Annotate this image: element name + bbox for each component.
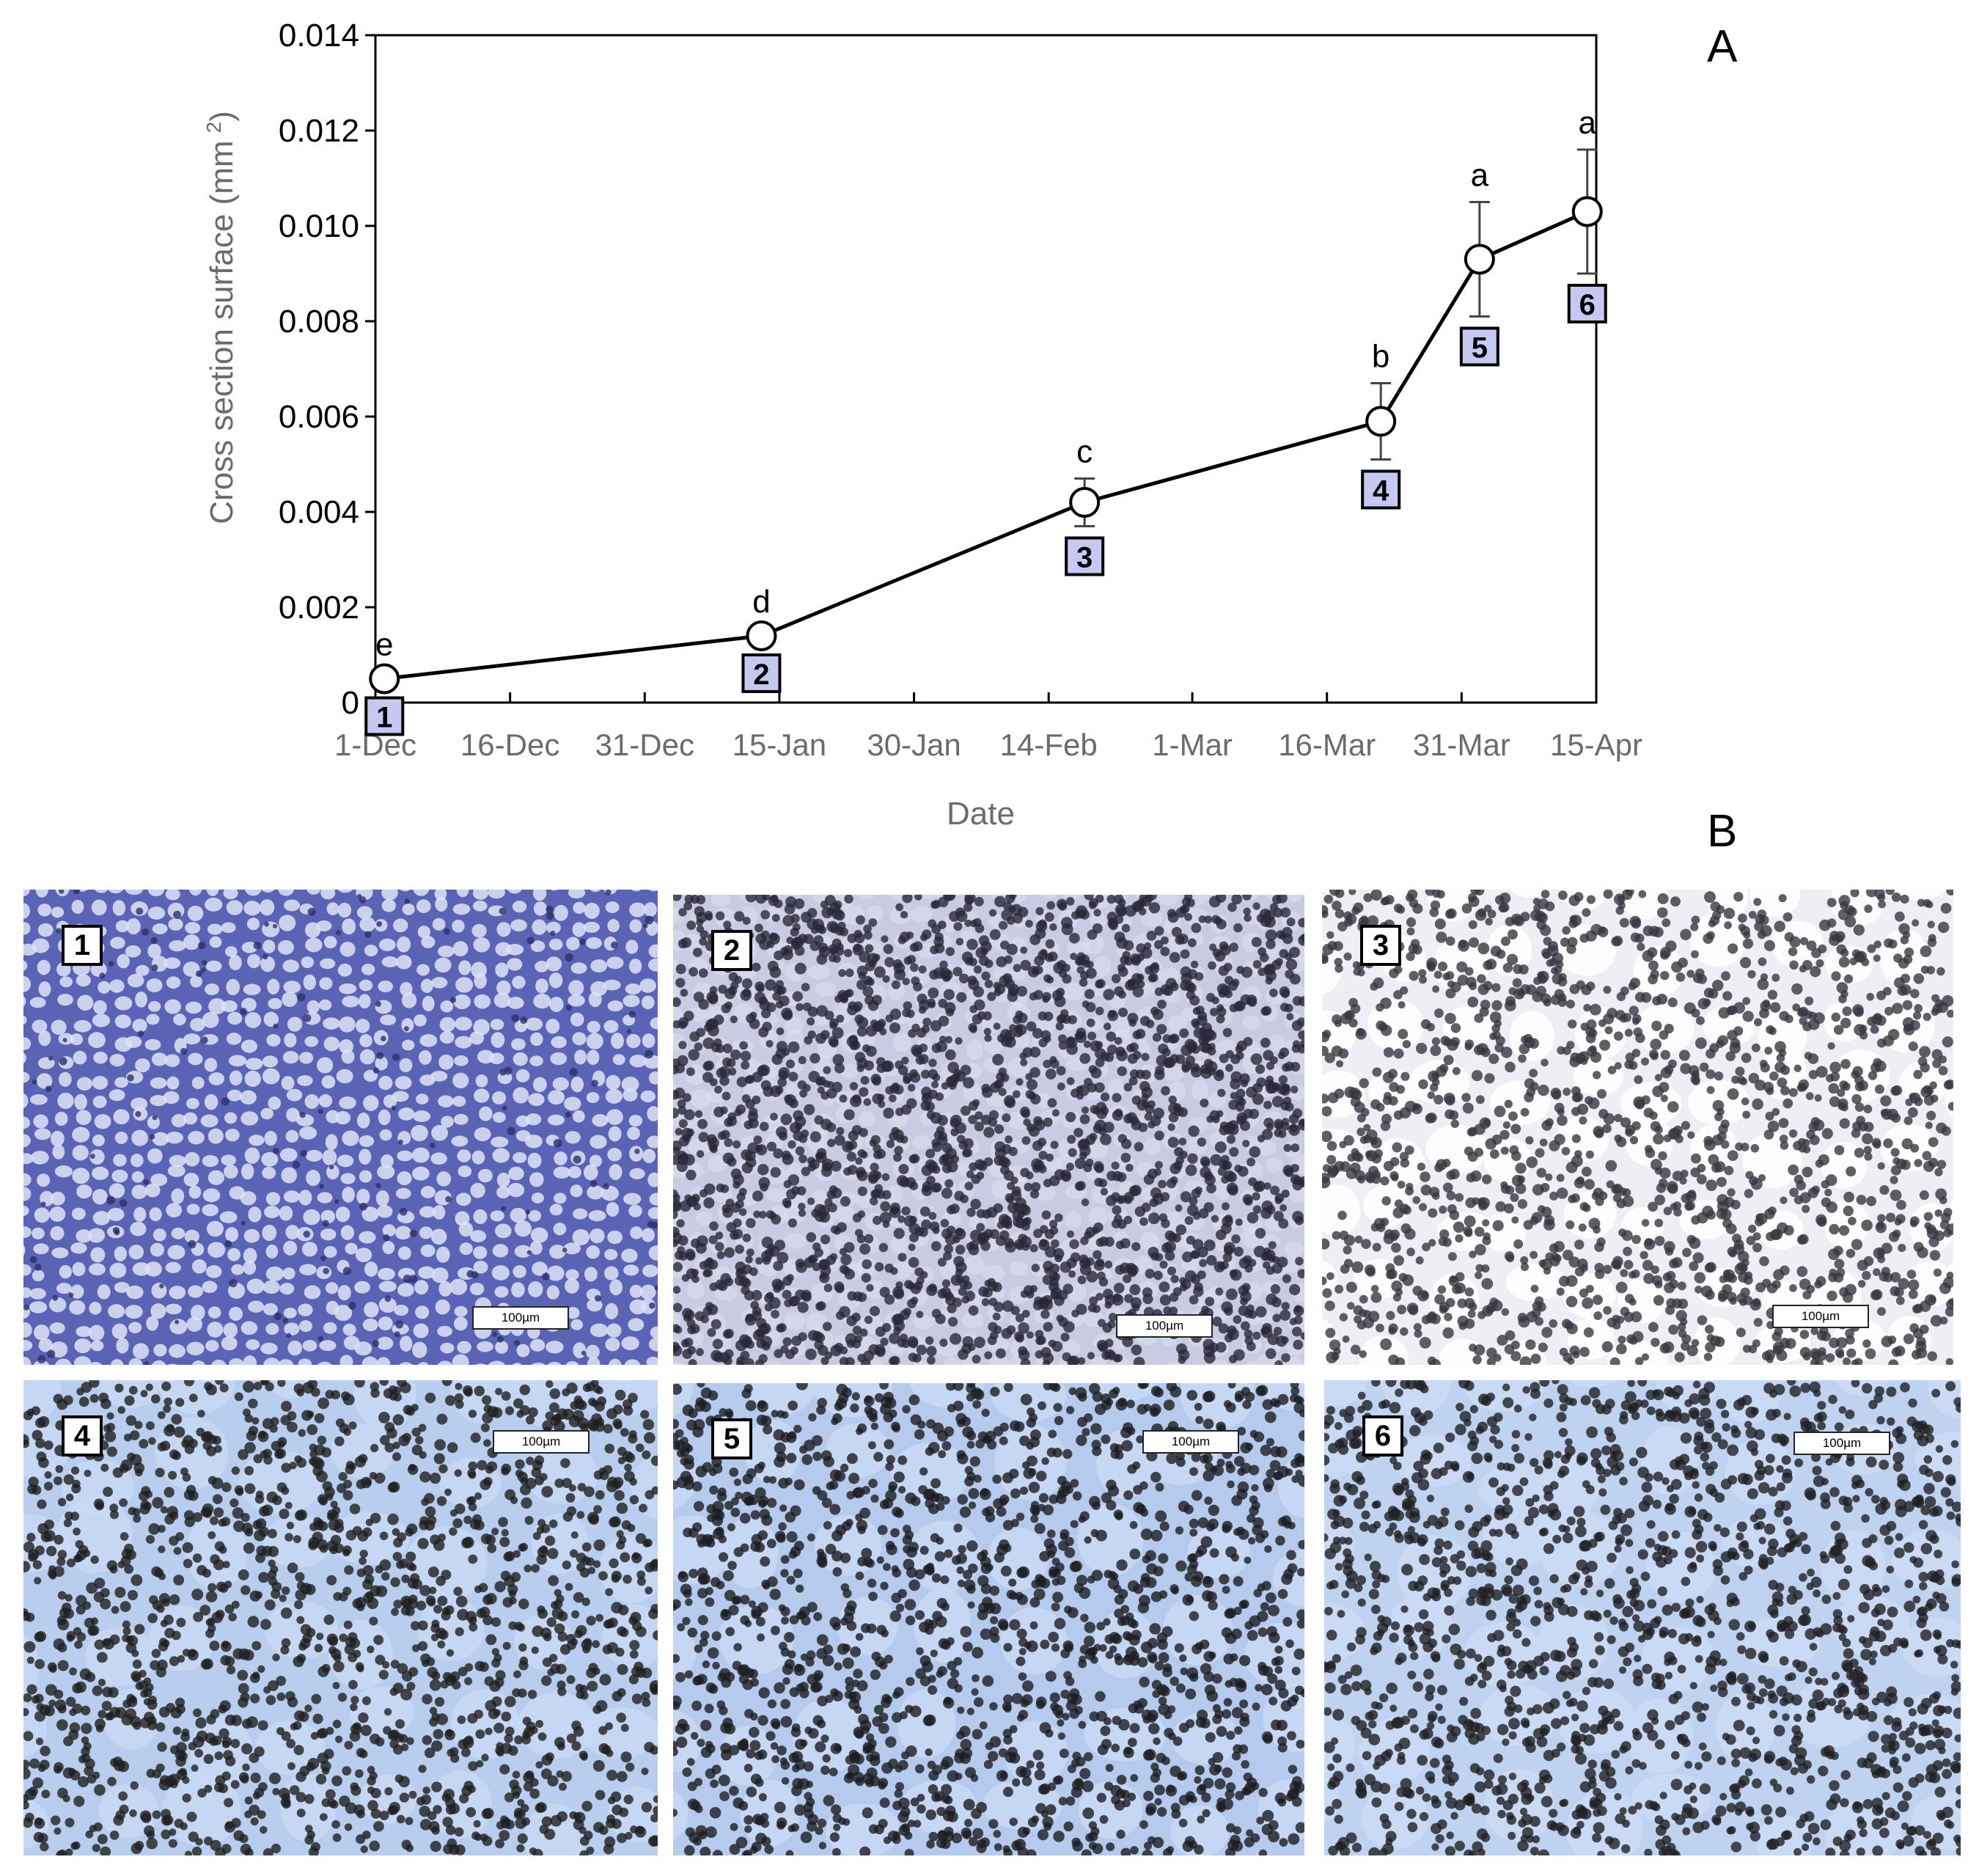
sample-number-label: 3 bbox=[1076, 542, 1093, 574]
x-tick-label: 1-Mar bbox=[1152, 728, 1233, 762]
sample-number-label: 4 bbox=[1373, 475, 1389, 508]
sample-number-box bbox=[741, 653, 782, 693]
y-axis-label-close: ) bbox=[204, 111, 240, 122]
micrograph-texture bbox=[1322, 890, 1953, 1365]
y-tick-label: 0.008 bbox=[279, 304, 359, 340]
sample-number-box bbox=[364, 696, 405, 736]
y-tick-label: 0.014 bbox=[279, 18, 359, 54]
y-axis-label: Cross section surface (mm 2) bbox=[202, 111, 240, 524]
data-point bbox=[746, 620, 777, 651]
y-axis-label-text: Cross section surface (mm bbox=[204, 141, 240, 524]
sample-number-box bbox=[1567, 284, 1607, 323]
significance-letter: d bbox=[752, 584, 770, 620]
x-tick-label: 15-Jan bbox=[733, 728, 826, 762]
data-point bbox=[1464, 243, 1495, 275]
data-point bbox=[1365, 406, 1397, 437]
sample-number-label: 1 bbox=[376, 702, 392, 734]
y-tick-label: 0.006 bbox=[279, 399, 359, 435]
y-tick-label: 0.004 bbox=[279, 494, 359, 530]
sample-number-label: 6 bbox=[1579, 289, 1596, 321]
x-tick-label: 31-Mar bbox=[1413, 728, 1510, 762]
micrograph-1: 1 100µm bbox=[23, 890, 658, 1365]
x-tick-label: 30-Jan bbox=[867, 728, 961, 762]
micrograph-number: 6 bbox=[1362, 1415, 1403, 1457]
micrograph-number: 4 bbox=[62, 1415, 103, 1457]
micrograph-number: 5 bbox=[711, 1418, 752, 1459]
svg-text:Cross section surface (mm2): Cross section surface (mm 2) bbox=[202, 111, 240, 524]
sample-number-box bbox=[1361, 469, 1401, 510]
x-tick-label: 16-Dec bbox=[460, 728, 559, 762]
significance-letter: a bbox=[1579, 105, 1597, 141]
scale-bar: 100µm bbox=[1772, 1305, 1869, 1328]
x-tick-label: 31-Dec bbox=[595, 728, 694, 762]
micrograph-texture bbox=[1324, 1380, 1961, 1855]
line-chart: Cross section surface (mm 2) Date 0 0.002 0… bbox=[202, 18, 1642, 832]
data-point bbox=[1069, 487, 1101, 518]
micrograph-2: 2 100µm bbox=[673, 895, 1304, 1365]
series-line bbox=[383, 210, 1588, 681]
micrograph-texture bbox=[23, 1380, 658, 1855]
panel-a-label: A bbox=[1707, 21, 1738, 72]
micrograph-4: 4 100µm bbox=[23, 1380, 658, 1855]
significance-letter: e bbox=[375, 627, 393, 663]
scale-bar: 100µm bbox=[472, 1306, 569, 1330]
sample-number-box bbox=[1459, 326, 1499, 367]
y-tick-label: 0 bbox=[342, 685, 359, 721]
x-tick-label: 14-Feb bbox=[1000, 728, 1098, 762]
x-tick-label: 15-Apr bbox=[1550, 728, 1642, 762]
micrograph-texture bbox=[23, 890, 658, 1365]
y-axis-label-sup: 2 bbox=[202, 122, 225, 133]
micrograph-number: 3 bbox=[1360, 925, 1401, 966]
micrograph-number: 2 bbox=[711, 930, 752, 971]
micrograph-6: 6 100µm bbox=[1324, 1380, 1961, 1855]
micrograph-number: 1 bbox=[62, 925, 103, 966]
significance-letter: c bbox=[1076, 434, 1093, 470]
y-tick-label: 0.002 bbox=[279, 590, 359, 626]
plot-frame bbox=[374, 34, 1598, 704]
data-point bbox=[369, 663, 400, 695]
sample-number-label: 5 bbox=[1472, 332, 1488, 364]
x-axis-label: Date bbox=[947, 796, 1015, 832]
sample-number-box bbox=[1065, 536, 1105, 576]
scale-bar: 100µm bbox=[493, 1430, 590, 1454]
y-tick-label: 0.010 bbox=[279, 208, 359, 244]
x-tick-label: 16-Mar bbox=[1278, 728, 1376, 762]
sample-number-label: 2 bbox=[753, 659, 769, 691]
scale-bar: 100µm bbox=[1142, 1430, 1239, 1454]
micrograph-texture bbox=[673, 1383, 1304, 1855]
micrograph-3: 3 100µm bbox=[1322, 890, 1953, 1365]
y-tick-label: 0.012 bbox=[279, 113, 359, 149]
micrograph-5: 5 100µm bbox=[673, 1383, 1304, 1855]
significance-letter: a bbox=[1471, 158, 1489, 194]
data-point bbox=[1571, 196, 1603, 227]
scale-bar: 100µm bbox=[1793, 1432, 1890, 1455]
significance-letter: b bbox=[1372, 339, 1389, 375]
micrograph-texture bbox=[673, 895, 1304, 1365]
scale-bar: 100µm bbox=[1116, 1314, 1213, 1338]
panel-b-label: B bbox=[1707, 806, 1738, 857]
